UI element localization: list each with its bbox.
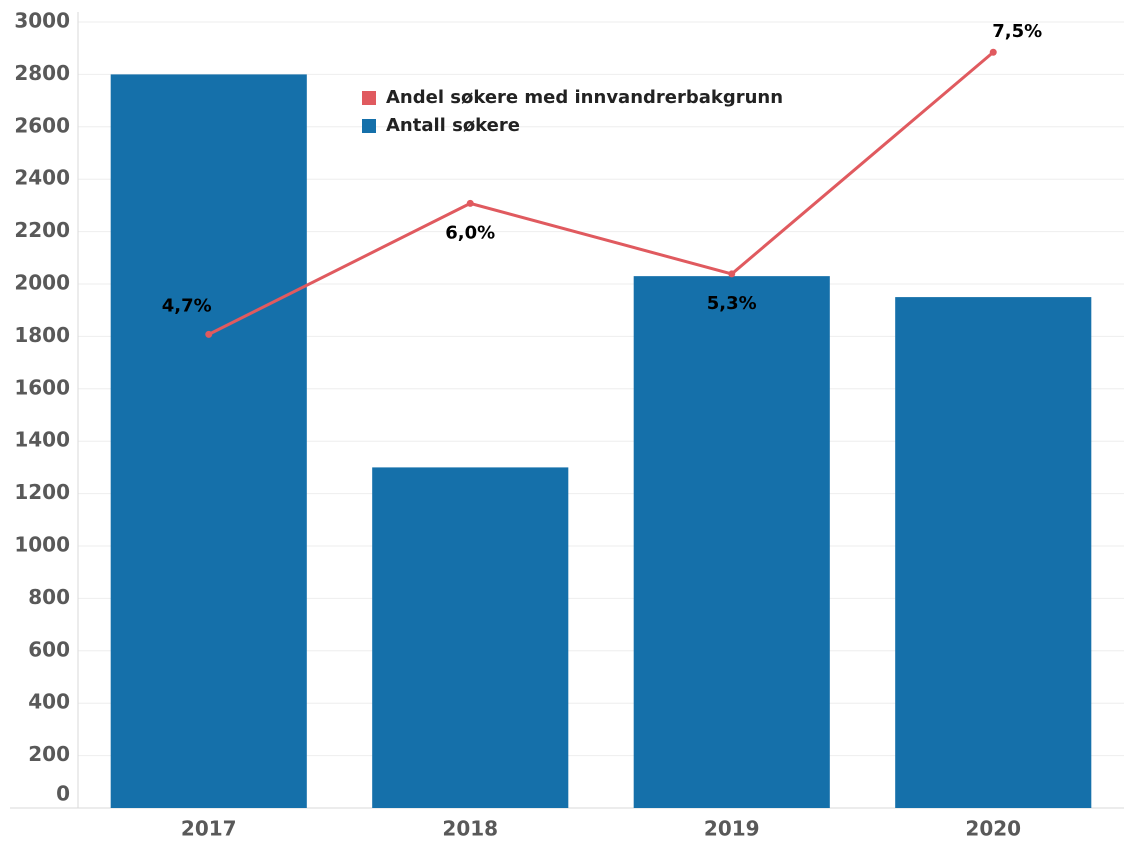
bar [110,74,307,808]
y-tick-label: 2800 [14,61,70,85]
data-label: 7,5% [992,21,1042,42]
x-tick-label: 2018 [442,817,498,841]
data-label: 5,3% [707,293,757,314]
y-tick-label: 200 [28,742,70,766]
y-tick-label: 2000 [14,271,70,295]
y-tick-label: 800 [28,585,70,609]
y-tick-label: 400 [28,690,70,714]
legend-swatch [362,91,376,105]
y-tick-label: 0 [56,782,70,806]
y-tick-label: 1000 [14,533,70,557]
y-tick-label: 2200 [14,218,70,242]
line-point [728,270,736,278]
y-tick-label: 600 [28,637,70,661]
line-point [466,199,474,207]
x-tick-label: 2019 [704,817,760,841]
y-tick-label: 3000 [14,9,70,33]
y-tick-label: 1200 [14,480,70,504]
bar [895,297,1092,808]
y-tick-label: 2400 [14,166,70,190]
line-point [989,48,997,56]
legend-swatch [362,119,376,133]
line [208,51,995,336]
legend-label: Andel søkere med innvandrerbakgrunn [386,87,783,108]
bar [633,276,830,808]
y-tick-label: 1600 [14,375,70,399]
bar [372,467,569,808]
y-tick-label: 2600 [14,113,70,137]
x-tick-label: 2020 [965,817,1021,841]
y-tick-label: 1800 [14,323,70,347]
data-label: 6,0% [445,222,495,243]
line-point [205,330,213,338]
y-tick-label: 1400 [14,428,70,452]
x-tick-label: 2017 [181,817,237,841]
legend-label: Antall søkere [386,115,520,136]
data-label: 4,7% [162,295,212,316]
